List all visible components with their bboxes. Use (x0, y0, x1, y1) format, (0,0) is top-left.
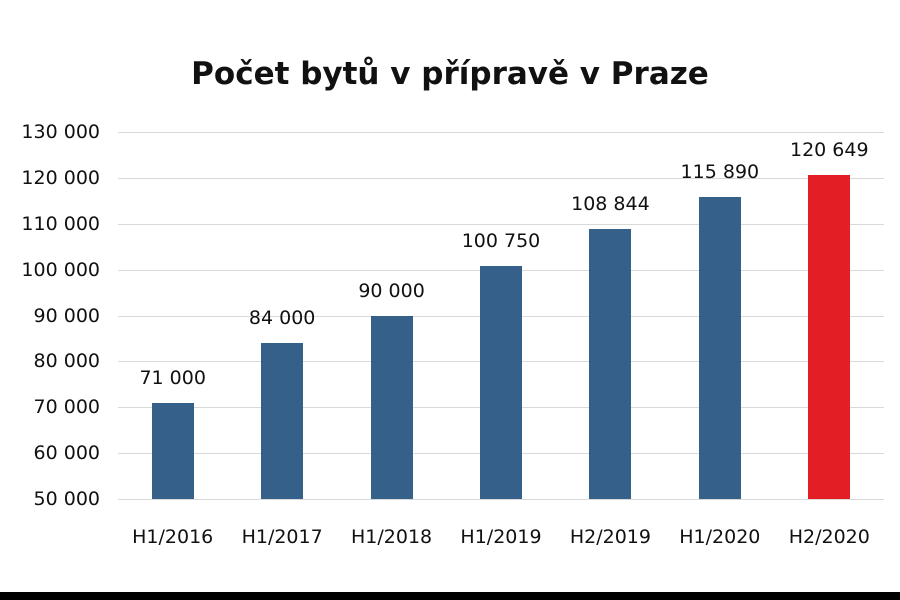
data-label: 100 750 (461, 230, 541, 253)
x-tick-label: H1/2017 (241, 526, 323, 548)
y-tick-label: 90 000 (33, 304, 100, 327)
y-tick-label: 130 000 (21, 121, 100, 143)
x-tick-label: H1/2016 (132, 526, 214, 548)
y-tick-label: 80 000 (33, 350, 100, 373)
x-tick-label: H1/2020 (679, 526, 761, 548)
bar-h1-2019 (480, 266, 522, 499)
data-label: 71 000 (139, 366, 206, 389)
data-label: 84 000 (248, 307, 316, 330)
chart-title: Počet bytů v přípravě v Praze (191, 56, 709, 92)
x-tick-label: H1/2018 (350, 526, 433, 548)
x-tick-label: H1/2019 (460, 526, 542, 548)
bar-h1-2016 (151, 402, 194, 499)
y-tick-label: 50 000 (33, 488, 100, 510)
data-label: 108 844 (571, 193, 650, 216)
bar-h1-2020 (698, 196, 741, 499)
data-label: 115 890 (680, 160, 760, 183)
gridline (118, 177, 884, 179)
x-tick-label: H2/2020 (788, 526, 870, 548)
gridline (118, 223, 884, 225)
data-label: 90 000 (358, 279, 425, 302)
data-label: 120 649 (789, 138, 869, 161)
gridline (118, 132, 884, 133)
y-tick-label: 100 000 (21, 258, 100, 281)
gridline (118, 499, 884, 500)
x-tick-label: H2/2019 (569, 526, 651, 548)
footer-band (0, 592, 900, 600)
bar-h1-2017 (261, 343, 304, 499)
plot-area: 71 000 84 000 90 000 100 750 108 844 115 890 1… (118, 132, 884, 500)
bar-h2-2019 (589, 229, 632, 499)
y-tick-label: 60 000 (33, 442, 100, 465)
bar-h1-2018 (370, 315, 413, 499)
y-tick-label: 70 000 (33, 396, 100, 419)
y-tick-label: 120 000 (21, 166, 100, 189)
y-tick-label: 110 000 (21, 212, 100, 235)
bar-h2-2020 (808, 174, 851, 499)
